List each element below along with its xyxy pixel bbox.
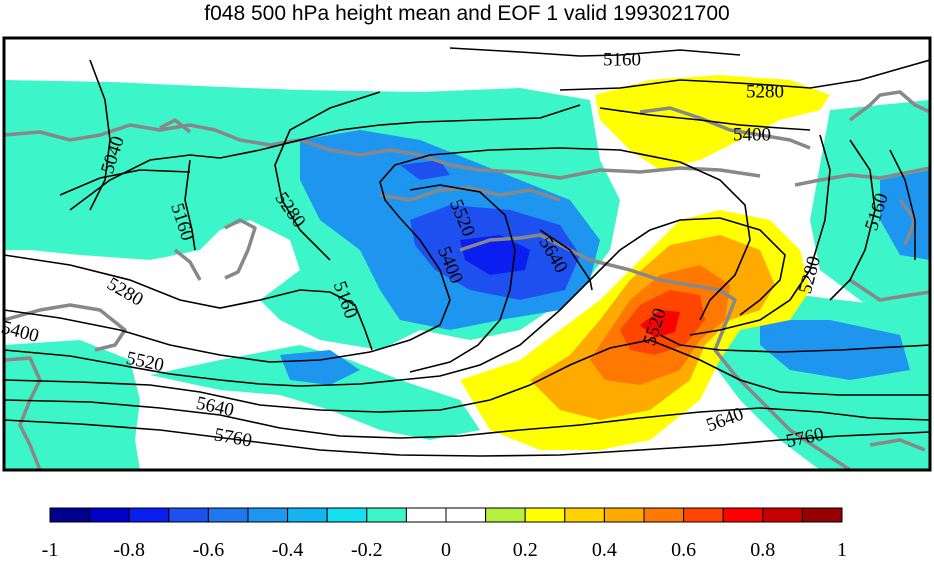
- colorbar-swatch-14: [603, 507, 645, 523]
- page-title: f048 500 hPa height mean and EOF 1 valid…: [204, 2, 730, 25]
- colorbar-swatch-4: [207, 507, 249, 523]
- colorbar-swatch-7: [326, 507, 368, 523]
- colorbar-tick-label: 0: [441, 539, 451, 558]
- colorbar-tick-label: -0.2: [351, 539, 383, 558]
- colorbar-ticks: -1 -0.8 -0.6 -0.4 -0.2 0 0.2 0.4 0.6 0.8 1: [42, 539, 847, 561]
- contour-label-group-5160-top: 5160: [603, 50, 641, 71]
- colorbar-tick-label: -0.4: [272, 539, 304, 558]
- colorbar-swatch-11: [485, 507, 526, 523]
- colorbar-tick-label: -0.8: [113, 539, 145, 558]
- colorbar-swatch-13: [564, 507, 605, 523]
- colorbar-swatch-15: [643, 507, 685, 523]
- contour-label-5280-top: 5280: [746, 82, 784, 103]
- colorbar-swatch-1: [89, 507, 130, 523]
- map-plot-area: [4, 38, 930, 470]
- map-frame: [2, 36, 932, 472]
- eof-shading-negative: [4, 80, 930, 470]
- colorbar-tick-label: 0.2: [513, 539, 538, 558]
- coastlines: [4, 90, 930, 470]
- colorbar-tick-label: 1: [837, 539, 847, 558]
- colorbar-tick-label: -1: [42, 539, 59, 558]
- colorbar-tick-label: 0.6: [671, 539, 696, 558]
- contour-label-5400-ne: 5400: [733, 125, 771, 146]
- colorbar-tick-label: -0.6: [193, 539, 225, 558]
- colorbar-swatch-6: [287, 507, 328, 523]
- height-contours: [4, 47, 930, 457]
- colorbar-swatch-8: [366, 507, 407, 523]
- colorbar-swatch-0: [49, 507, 91, 523]
- colorbar-swatch-19: [801, 507, 843, 523]
- colorbar-swatch-5: [247, 507, 289, 523]
- contour-label-group-5280-top: 5280: [746, 82, 784, 103]
- contour-label-5160-top: 5160: [603, 50, 641, 71]
- colorbar: [49, 507, 843, 523]
- contour-label-group-5400-ne: 5400: [733, 125, 771, 146]
- colorbar-swatch-2: [128, 507, 170, 523]
- colorbar-swatch-10: [445, 507, 487, 523]
- colorbar-swatch-9: [405, 507, 447, 523]
- colorbar-swatch-12: [524, 507, 566, 523]
- colorbar-tick-label: 0.8: [750, 539, 775, 558]
- colorbar-tick-label: 0.4: [592, 539, 617, 558]
- colorbar-swatch-16: [683, 507, 724, 523]
- colorbar-swatch-18: [762, 507, 803, 523]
- colorbar-swatch-3: [168, 507, 209, 523]
- colorbar-swatch-17: [722, 507, 764, 523]
